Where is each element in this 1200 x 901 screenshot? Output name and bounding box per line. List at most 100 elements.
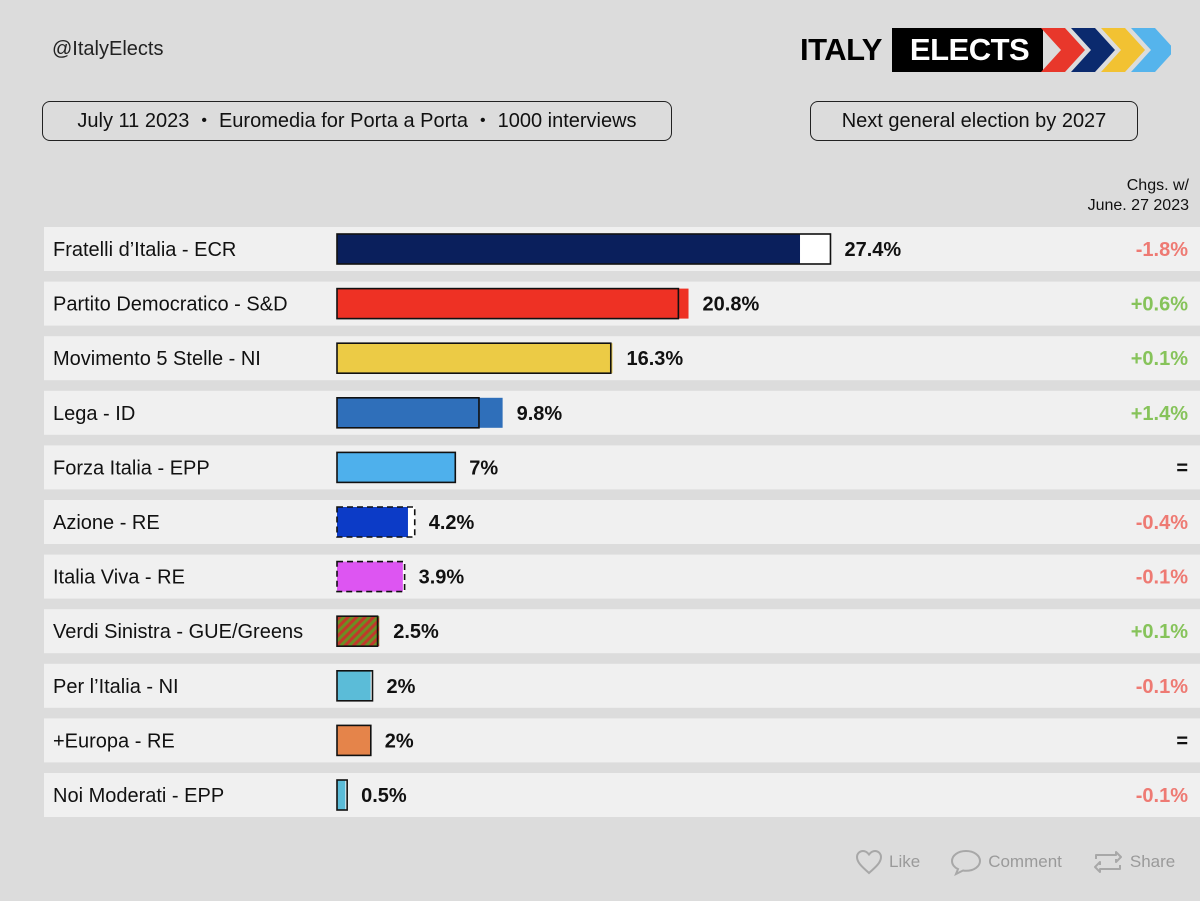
poll-info-box: July 11 2023 • Euromedia for Porta a Por… <box>42 101 672 141</box>
previous-value-outline <box>336 287 680 320</box>
logo-chevron <box>1131 28 1172 72</box>
row-background <box>44 500 1200 544</box>
party-label: Verdi Sinistra - GUE/Greens <box>53 621 303 643</box>
row-background <box>44 554 1200 599</box>
party-label: Partito Democratico - S&D <box>53 294 288 316</box>
row-background <box>44 609 1200 654</box>
party-label: Per l’Italia - NI <box>53 676 179 698</box>
chart-row: Forza Italia - EPP 7% = <box>44 445 1200 490</box>
party-label: Azione - RE <box>53 512 160 534</box>
chart-row: Lega - ID 9.8% +1.4% <box>44 390 1200 435</box>
logo-word-elects: ELECTS <box>891 28 1044 72</box>
row-background <box>44 445 1200 490</box>
value-bar <box>337 670 371 701</box>
share-label: Share <box>1129 852 1176 871</box>
decrease-area <box>402 561 405 592</box>
row-background <box>44 663 1200 708</box>
changes-column-header: Chgs. w/ June. 27 2023 <box>1088 176 1189 216</box>
value-label: 20.8% <box>703 294 760 316</box>
value-bar <box>337 397 503 428</box>
previous-value-outline <box>336 669 374 702</box>
previous-value-outline <box>336 724 372 757</box>
value-bar <box>337 452 456 483</box>
value-label: 2% <box>385 730 414 752</box>
row-background <box>44 336 1200 381</box>
value-label: 0.5% <box>361 785 407 807</box>
party-label: Italia Viva - RE <box>53 567 185 589</box>
value-label: 2% <box>386 676 415 698</box>
value-bar <box>337 616 380 647</box>
separator-dot: • <box>479 112 486 129</box>
logo-word-italy: ITALY <box>800 32 882 67</box>
logo-arrows-icon <box>1041 28 1172 72</box>
change-label: +0.6% <box>1131 294 1188 316</box>
comment-label: Comment <box>988 852 1062 871</box>
previous-value-outline <box>336 560 406 593</box>
italy-elects-logo: ITALY ELECTS <box>800 28 1172 72</box>
chart-row: Partito Democratico - S&D 20.8% +0.6% <box>44 281 1200 326</box>
chart-row: Verdi Sinistra - GUE/Greens 2.5% +0.1% <box>44 609 1200 654</box>
chart-row: Movimento 5 Stelle - NI 16.3% +0.1% <box>44 336 1200 381</box>
change-label: = <box>1176 730 1188 752</box>
change-label: -0.1% <box>1136 785 1188 807</box>
value-label: 4.2% <box>429 512 475 534</box>
next-election-box: Next general election by 2027 <box>810 101 1138 141</box>
value-label: 16.3% <box>626 348 683 370</box>
value-bar <box>337 507 408 537</box>
poll-sample: 1000 interviews <box>497 109 637 132</box>
change-label: -0.1% <box>1136 567 1188 589</box>
poll-pollster: Euromedia for Porta a Porta <box>218 109 468 132</box>
decrease-area <box>800 234 831 264</box>
previous-value-outline <box>336 506 416 538</box>
logo-chevron <box>1101 28 1146 72</box>
value-bar <box>337 234 801 264</box>
comment-button[interactable]: Comment <box>950 848 1062 876</box>
value-bar <box>337 288 689 319</box>
row-background <box>44 390 1200 435</box>
row-background <box>44 718 1200 763</box>
changes-header-line1: Chgs. w/ <box>1126 177 1189 194</box>
retweet-icon <box>1093 851 1122 873</box>
row-background <box>44 773 1200 817</box>
change-label: +0.1% <box>1131 348 1188 370</box>
previous-value-outline <box>336 779 348 811</box>
party-label: Forza Italia - EPP <box>53 457 210 479</box>
value-label: 7% <box>469 457 498 479</box>
change-label: -0.1% <box>1136 676 1188 698</box>
share-button[interactable]: Share <box>1092 849 1175 875</box>
previous-value-outline <box>336 615 379 648</box>
chart-row: Noi Moderati - EPP 0.5% -0.1% <box>44 773 1200 817</box>
party-label: Movimento 5 Stelle - NI <box>53 348 261 370</box>
next-election-text: Next general election by 2027 <box>841 109 1107 132</box>
previous-value-outline <box>336 233 832 265</box>
chart-row: Per l’Italia - NI 2% -0.1% <box>44 663 1200 708</box>
party-label: Noi Moderati - EPP <box>53 785 224 807</box>
value-bar <box>337 343 613 374</box>
value-label: 2.5% <box>393 621 439 643</box>
previous-value-outline <box>336 396 480 429</box>
chart-row: +Europa - RE 2% = <box>44 718 1200 763</box>
decrease-area <box>407 507 415 537</box>
changes-header-line2: June. 27 2023 <box>1087 197 1189 214</box>
chart-row: Azione - RE 4.2% -0.4% <box>44 500 1200 544</box>
value-label: 27.4% <box>844 239 901 261</box>
value-bar <box>337 780 346 810</box>
change-label: = <box>1176 457 1188 479</box>
decrease-area <box>370 670 373 701</box>
party-label: Lega - ID <box>53 403 135 425</box>
value-bar <box>337 725 371 756</box>
separator-dot: • <box>201 112 207 129</box>
twitter-handle: @ItalyElects <box>52 38 164 60</box>
value-label: 3.9% <box>419 567 465 589</box>
logo-chevron <box>1071 28 1116 72</box>
decrease-area <box>345 780 348 810</box>
chart-row: Fratelli d’Italia - ECR 27.4% -1.8% <box>44 227 1200 271</box>
previous-value-outline <box>336 451 457 484</box>
social-actions: Like Comment Share <box>855 848 1200 876</box>
change-label: +0.1% <box>1131 621 1188 643</box>
change-label: -0.4% <box>1136 512 1188 534</box>
previous-value-outline <box>336 342 612 375</box>
comment-icon <box>951 849 982 876</box>
like-button[interactable]: Like <box>855 849 920 875</box>
value-bar <box>337 561 403 592</box>
